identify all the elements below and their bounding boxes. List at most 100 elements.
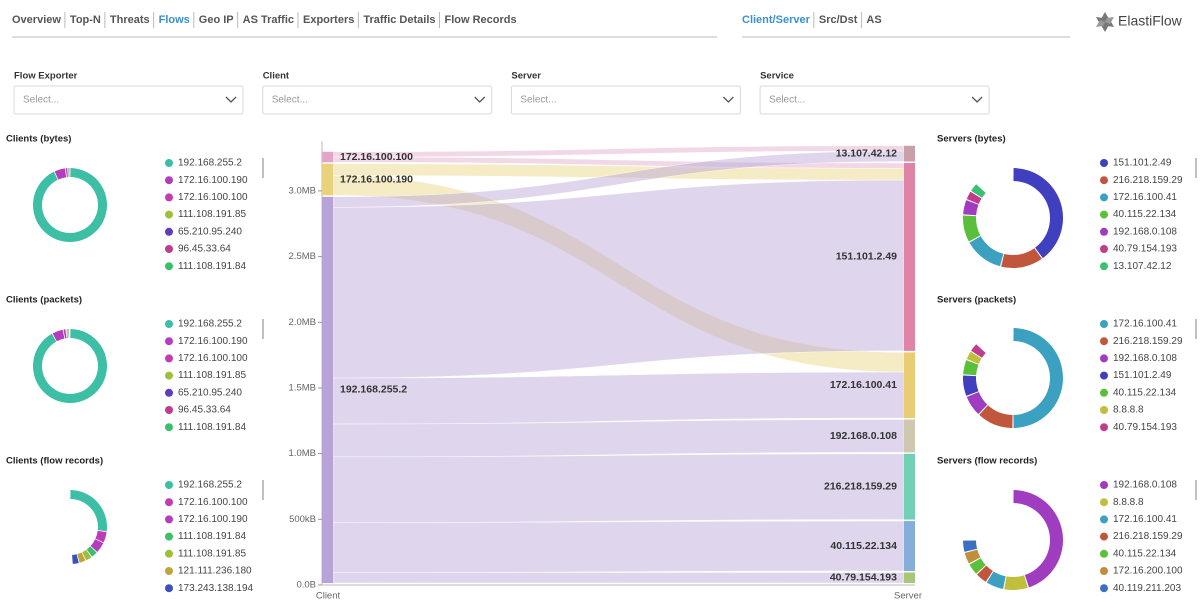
sankey-node[interactable]: [904, 352, 915, 419]
donut-slice[interactable]: [971, 184, 986, 198]
donut-slice[interactable]: [966, 191, 982, 204]
legend-label[interactable]: 111.108.191.85: [178, 548, 246, 559]
donut-slice[interactable]: [1013, 168, 1063, 259]
nav-tab[interactable]: Overview: [12, 14, 61, 26]
legend-label[interactable]: 40.115.22.134: [1113, 548, 1177, 559]
sankey-link[interactable]: [332, 150, 905, 208]
legend-label[interactable]: 65.210.95.240: [178, 226, 242, 237]
donut-slice[interactable]: [1001, 248, 1042, 268]
legend-label[interactable]: 172.16.100.41: [1113, 319, 1177, 330]
legend-label[interactable]: 40.79.154.193: [1113, 422, 1177, 433]
donut-slice[interactable]: [86, 546, 97, 557]
sankey-link[interactable]: [332, 371, 905, 425]
sankey-node[interactable]: [322, 163, 333, 196]
legend-label[interactable]: 111.108.191.84: [178, 531, 246, 542]
donut-slice[interactable]: [971, 344, 986, 358]
legend-label[interactable]: 172.16.100.190: [178, 175, 248, 186]
donut-slice[interactable]: [65, 168, 68, 178]
sankey-node[interactable]: [322, 196, 333, 583]
donut-slice[interactable]: [1004, 575, 1028, 590]
donut-slice[interactable]: [70, 490, 108, 532]
sankey-link[interactable]: [332, 572, 905, 584]
nav-tab[interactable]: Client/Server: [742, 14, 811, 26]
nav-tab[interactable]: Flow Records: [445, 14, 517, 26]
donut-slice[interactable]: [66, 329, 68, 339]
legend-label[interactable]: 192.168.0.108: [1113, 353, 1177, 364]
donut-slice[interactable]: [969, 558, 986, 574]
legend-label[interactable]: 192.168.255.2: [178, 480, 242, 491]
legend-label[interactable]: 216.218.159.29: [1113, 531, 1183, 542]
nav-tab[interactable]: Top-N: [70, 14, 101, 26]
legend-label[interactable]: 8.8.8.8: [1113, 405, 1144, 416]
nav-tab[interactable]: Threats: [110, 14, 150, 26]
nav-tab[interactable]: Traffic Details: [363, 14, 435, 26]
legend-label[interactable]: 111.108.191.84: [178, 422, 246, 433]
donut-slice[interactable]: [966, 392, 988, 415]
nav-tab[interactable]: AS Traffic: [243, 14, 294, 26]
legend-label[interactable]: 40.115.22.134: [1113, 209, 1177, 220]
donut-slice[interactable]: [1013, 328, 1063, 428]
donut-slice[interactable]: [77, 552, 86, 563]
sankey-link[interactable]: [332, 453, 905, 523]
legend-label[interactable]: 111.108.191.84: [178, 261, 246, 272]
donut-slice[interactable]: [966, 351, 982, 364]
legend-label[interactable]: 40.79.154.193: [1113, 244, 1177, 255]
sankey-node[interactable]: [322, 151, 333, 163]
donut-slice[interactable]: [52, 329, 65, 342]
sankey-link[interactable]: [332, 520, 905, 573]
sankey-node[interactable]: [904, 521, 915, 571]
nav-tab[interactable]: Exporters: [303, 14, 354, 26]
legend-label[interactable]: 40.115.22.134: [1113, 387, 1177, 398]
donut-slice[interactable]: [95, 530, 107, 543]
donut-slice[interactable]: [67, 168, 69, 178]
legend-label[interactable]: 192.168.255.2: [178, 158, 242, 169]
donut-slice[interactable]: [32, 168, 107, 242]
donut-slice[interactable]: [963, 375, 979, 396]
legend-label[interactable]: 172.16.200.100: [1113, 566, 1183, 577]
legend-label[interactable]: 172.16.100.41: [1113, 192, 1177, 203]
legend-label[interactable]: 172.16.100.100: [178, 497, 248, 508]
donut-slice[interactable]: [969, 236, 1004, 267]
donut-slice[interactable]: [90, 539, 104, 553]
donut-slice[interactable]: [1013, 490, 1064, 588]
donut-slice[interactable]: [963, 540, 978, 552]
sankey-link[interactable]: [332, 179, 905, 379]
legend-label[interactable]: 96.45.33.64: [178, 405, 231, 416]
donut-slice[interactable]: [54, 168, 67, 180]
donut-slice[interactable]: [963, 200, 979, 216]
sankey-link[interactable]: [332, 419, 905, 458]
legend-label[interactable]: 121.111.236.180: [178, 566, 252, 577]
legend-label[interactable]: 172.16.100.100: [178, 192, 248, 203]
nav-tab[interactable]: Flows: [159, 14, 190, 26]
legend-label[interactable]: 40.119.211.203: [1113, 583, 1181, 594]
donut-slice[interactable]: [63, 329, 67, 339]
donut-slice[interactable]: [963, 360, 979, 376]
legend-label[interactable]: 96.45.33.64: [178, 244, 231, 255]
donut-slice[interactable]: [67, 329, 69, 339]
legend-label[interactable]: 192.168.0.108: [1113, 480, 1177, 491]
filter-select[interactable]: [510, 85, 741, 115]
filter-select[interactable]: [13, 85, 244, 115]
legend-label[interactable]: 8.8.8.8: [1113, 497, 1144, 508]
legend-label[interactable]: 172.16.100.100: [178, 353, 248, 364]
filter-select[interactable]: [759, 85, 990, 115]
legend-label[interactable]: 111.108.191.85: [178, 209, 246, 220]
donut-slice[interactable]: [68, 329, 70, 339]
legend-label[interactable]: 65.210.95.240: [178, 387, 242, 398]
nav-tab[interactable]: AS: [866, 14, 881, 26]
legend-label[interactable]: 172.16.100.41: [1113, 514, 1177, 525]
donut-slice[interactable]: [32, 329, 108, 403]
legend-label[interactable]: 216.218.159.29: [1113, 175, 1183, 186]
legend-label[interactable]: 111.108.191.85: [178, 370, 246, 381]
donut-slice[interactable]: [82, 549, 92, 561]
legend-label[interactable]: 151.101.2.49: [1113, 370, 1172, 381]
legend-label[interactable]: 216.218.159.29: [1113, 336, 1183, 347]
legend-label[interactable]: 173.243.138.194: [178, 583, 254, 594]
donut-slice[interactable]: [67, 329, 69, 339]
donut-slice[interactable]: [976, 565, 993, 582]
donut-slice[interactable]: [979, 405, 1013, 428]
filter-select[interactable]: [262, 85, 493, 115]
legend-label[interactable]: 192.168.255.2: [178, 319, 242, 330]
legend-label[interactable]: 172.16.100.190: [178, 336, 248, 347]
donut-slice[interactable]: [72, 554, 79, 564]
